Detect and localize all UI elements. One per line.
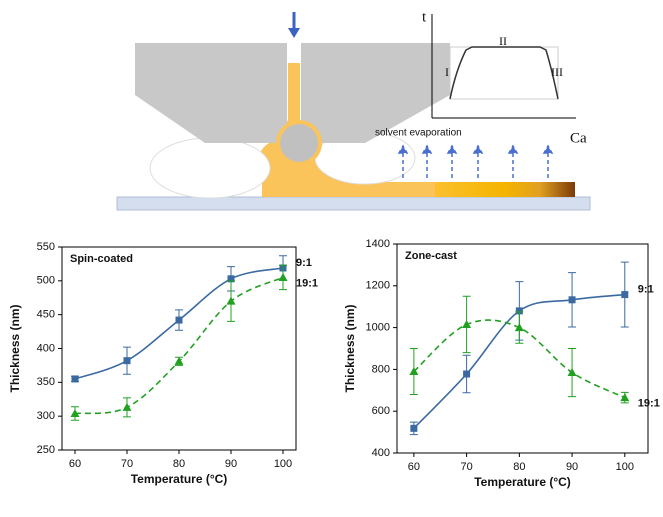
y-tick-label: 1000 [366, 322, 390, 334]
x-tick-label: 80 [173, 458, 185, 470]
marker [409, 366, 419, 375]
marker [71, 375, 79, 383]
series-line [74, 276, 284, 415]
marker [70, 408, 80, 417]
x-tick-label: 100 [616, 461, 634, 473]
x-tick-label: 60 [69, 458, 81, 470]
ink-channel [288, 63, 300, 123]
marker [514, 323, 524, 332]
y-tick-label: 400 [372, 447, 390, 459]
y-tick-label: 550 [37, 241, 55, 253]
marker [278, 272, 288, 281]
marker [227, 275, 235, 283]
y-tick-label: 350 [37, 376, 55, 388]
marker [567, 368, 577, 377]
x-tick-label: 70 [121, 458, 133, 470]
stage-label: III [551, 65, 563, 79]
plot-frame [396, 243, 649, 454]
y-tick-label: 300 [37, 410, 55, 422]
series-label: 9:1 [638, 283, 654, 295]
y-tick-label: 450 [37, 309, 55, 321]
plot-frame [61, 246, 297, 451]
x-tick-label: 60 [408, 461, 420, 473]
series-label: 19:1 [638, 398, 660, 410]
marker [515, 307, 523, 315]
marker [463, 370, 471, 378]
inset-box [449, 46, 559, 100]
y-tick-label: 500 [37, 275, 55, 287]
chart-title: Spin-coated [70, 253, 133, 265]
inset-curve [449, 46, 559, 100]
y-tick-label: 400 [37, 342, 55, 354]
marker [175, 316, 183, 324]
x-tick-label: 90 [225, 458, 237, 470]
blade-left [135, 43, 287, 143]
y-tick-label: 1400 [366, 238, 390, 250]
charts: Spin-coated 250 300 350 400 450 500 550 60 70 80 90… [8, 238, 660, 489]
inset-y-label: t [422, 9, 427, 25]
x-axis-label: Temperature (°C) [474, 475, 571, 489]
substrate [116, 196, 591, 211]
y-tick-label: 250 [37, 444, 55, 456]
marker [620, 393, 630, 402]
marker [621, 291, 629, 299]
arrow-head [288, 28, 300, 38]
inset-x-label: Ca [570, 130, 587, 146]
marker [462, 319, 472, 328]
x-tick-label: 90 [566, 461, 578, 473]
x-tick-label: 80 [513, 461, 525, 473]
stage-label: I [445, 65, 449, 79]
chart-title: Zone-cast [405, 250, 457, 262]
y-axis-label: Thickness (nm) [343, 304, 357, 392]
roller [280, 124, 318, 162]
marker [568, 296, 576, 304]
y-tick-label: 800 [372, 363, 390, 375]
marker [410, 424, 418, 432]
marker [123, 357, 131, 365]
schematic: solvent evaporation t II I III Ca [116, 9, 591, 211]
x-axis-label: Temperature (°C) [131, 472, 228, 486]
x-tick-label: 70 [460, 461, 472, 473]
series-label: 19:1 [296, 277, 318, 289]
marker [174, 356, 184, 365]
blade-right [301, 43, 450, 143]
marker [226, 296, 236, 305]
annotation: solvent evaporation [375, 128, 462, 139]
y-tick-label: 600 [372, 405, 390, 417]
meniscus-left [149, 137, 271, 199]
x-tick-label: 100 [274, 458, 292, 470]
drying-film [435, 182, 575, 197]
y-tick-label: 1200 [366, 280, 390, 292]
series-label: 9:1 [296, 257, 312, 269]
evaporation-arrows [397, 144, 554, 178]
y-axis-label: Thickness (nm) [8, 304, 22, 392]
marker [122, 402, 132, 411]
stage-label: II [499, 34, 507, 48]
